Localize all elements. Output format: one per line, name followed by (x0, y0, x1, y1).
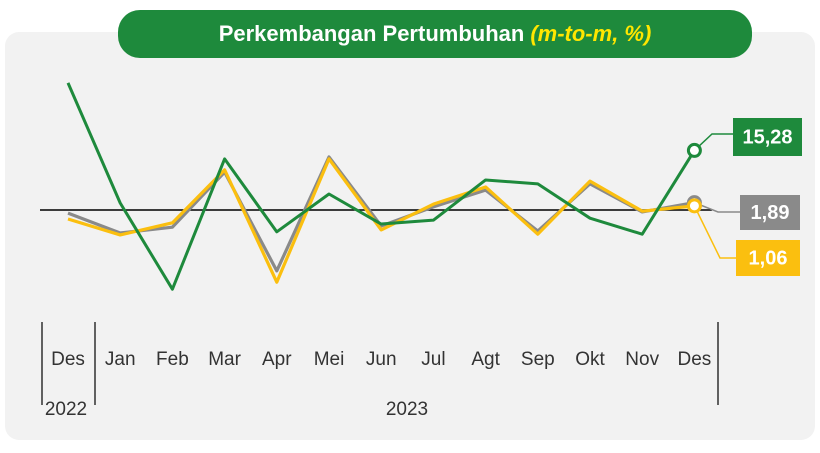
x-tick-label: Jul (421, 349, 445, 370)
series-line (66, 82, 696, 291)
chart-title-unit: (m-to-m, %) (530, 21, 651, 46)
x-tick-label: Jan (105, 349, 136, 370)
series-line (67, 157, 695, 284)
x-tick-label: Mei (314, 349, 345, 370)
x-tick-label: Jun (366, 349, 397, 370)
x-tick-label: Des (51, 349, 85, 370)
x-tick-label: Mar (208, 349, 241, 370)
x-tick-label: Sep (521, 349, 555, 370)
end-marker (686, 198, 702, 214)
year-label: 2023 (386, 399, 428, 420)
label-box (733, 118, 802, 156)
label-connector (694, 201, 740, 213)
card (5, 32, 815, 440)
end-marker (686, 142, 702, 158)
data-label: 15,28 (742, 126, 792, 148)
data-label: 1,89 (751, 202, 790, 224)
chart-title: Perkembangan Pertumbuhan (219, 21, 525, 46)
label-box (740, 195, 800, 230)
label-connector (693, 205, 736, 259)
label-box (736, 240, 800, 276)
x-tick-label: Okt (575, 349, 605, 370)
x-tick-label: Feb (156, 349, 189, 370)
x-tick-label: Agt (471, 349, 500, 370)
x-tick-label: Apr (262, 349, 292, 370)
title-pill (118, 10, 752, 58)
label-connector (693, 133, 733, 151)
data-label: 1,06 (749, 247, 788, 269)
year-label: 2022 (45, 399, 87, 420)
x-tick-label: Nov (625, 349, 659, 370)
series-line (67, 155, 695, 273)
x-tick-label: Des (678, 349, 712, 370)
